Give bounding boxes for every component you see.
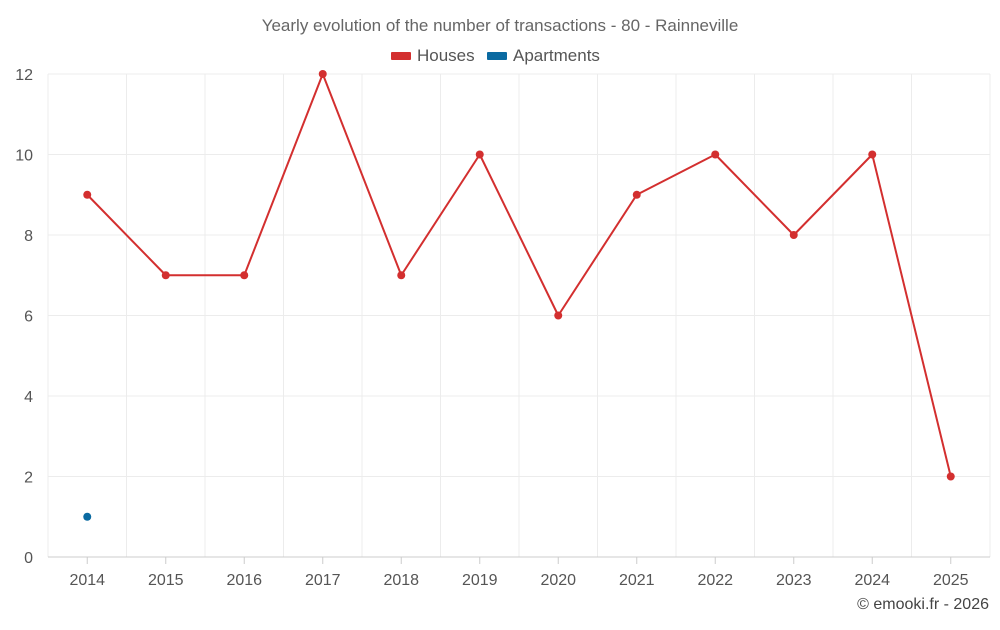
chart-title: Yearly evolution of the number of transa… — [262, 16, 739, 35]
x-tick-label-2015: 2015 — [148, 572, 184, 589]
x-tick-label-2021: 2021 — [619, 572, 655, 589]
grid — [47, 73, 991, 557]
legend-item-apartments[interactable]: Apartments — [487, 46, 600, 65]
data-point-houses-2021 — [632, 190, 641, 199]
legend-item-houses[interactable]: Houses — [391, 46, 475, 65]
y-tick-label-12: 12 — [15, 67, 33, 84]
x-tick-label-2023: 2023 — [776, 572, 812, 589]
data-point-houses-2022 — [711, 150, 720, 159]
series-line-houses — [86, 73, 952, 477]
y-tick-label-8: 8 — [24, 228, 33, 245]
legend-swatch-houses — [391, 52, 411, 60]
data-point-houses-2018 — [397, 271, 406, 280]
data-point-houses-2015 — [161, 271, 170, 280]
legend-label-houses: Houses — [417, 46, 475, 65]
data-point-houses-2024 — [868, 150, 877, 159]
data-point-houses-2023 — [789, 231, 798, 239]
axes — [48, 556, 990, 564]
credit-text: © emooki.fr - 2026 — [857, 596, 989, 613]
data-point-houses-2019 — [475, 150, 484, 159]
y-tick-label-4: 4 — [24, 389, 33, 406]
legend: Houses Apartments — [391, 46, 600, 65]
tick-labels: 0 2 4 6 8 10 12 2014 2015 2016 2017 2018 2019 2020 202… — [15, 67, 968, 589]
x-tick-label-2020: 2020 — [540, 572, 576, 589]
legend-swatch-apartments — [487, 52, 507, 60]
x-tick-label-2014: 2014 — [69, 572, 105, 589]
x-tick-label-2022: 2022 — [697, 572, 733, 589]
y-tick-label-10: 10 — [15, 148, 33, 165]
x-tick-label-2017: 2017 — [305, 572, 341, 589]
data-point-apartments-2014 — [83, 512, 92, 521]
series — [83, 70, 955, 521]
data-point-houses-2014 — [83, 190, 92, 199]
x-tick-label-2018: 2018 — [383, 572, 419, 589]
x-tick-label-2025: 2025 — [933, 572, 969, 589]
y-tick-label-6: 6 — [24, 309, 33, 326]
legend-label-apartments: Apartments — [513, 46, 600, 65]
data-point-houses-2025 — [946, 472, 955, 481]
data-point-houses-2017 — [318, 70, 327, 78]
y-tick-label-2: 2 — [24, 470, 33, 487]
data-point-houses-2020 — [554, 311, 563, 320]
data-point-houses-2016 — [240, 271, 249, 280]
y-tick-label-0: 0 — [24, 550, 33, 567]
x-tick-label-2024: 2024 — [854, 572, 890, 589]
x-tick-label-2019: 2019 — [462, 572, 498, 589]
x-tick-label-2016: 2016 — [226, 572, 262, 589]
